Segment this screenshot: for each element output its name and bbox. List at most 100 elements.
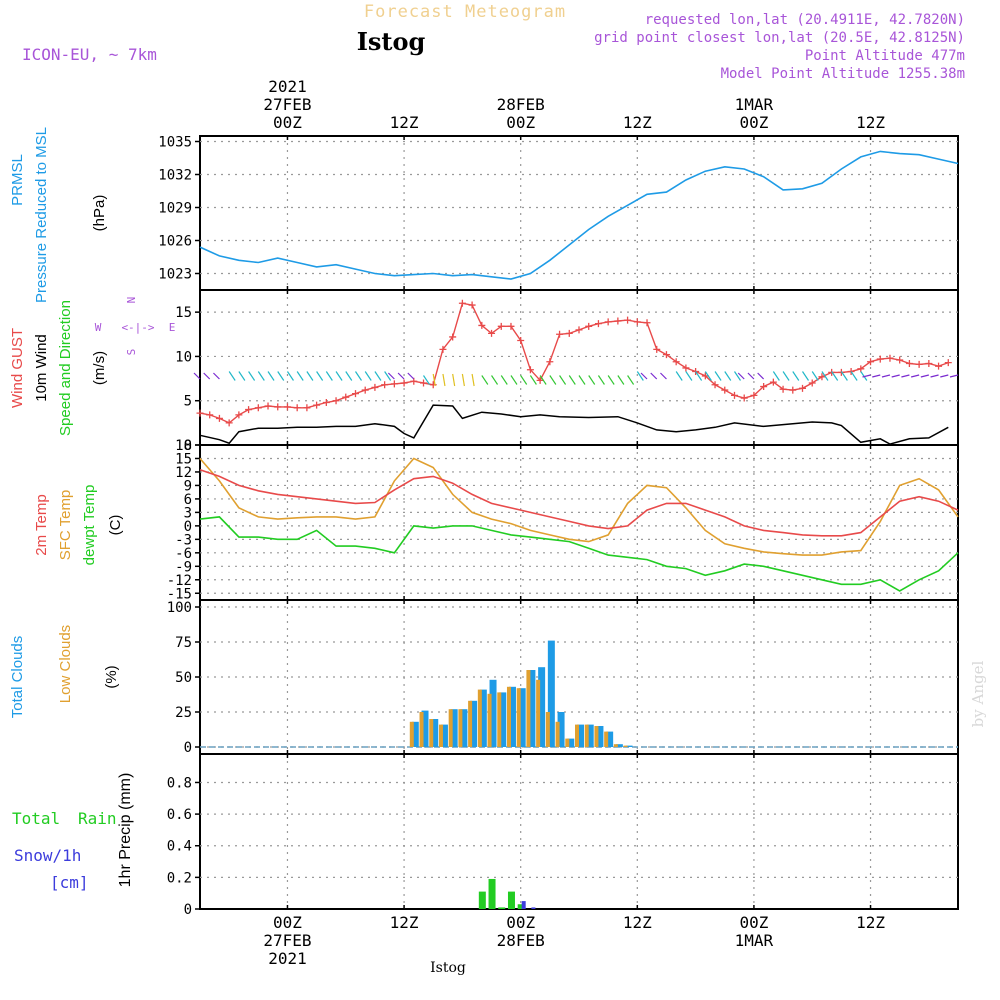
wind-arrow: [607, 375, 615, 385]
gust-label: Wind GUST: [9, 328, 26, 408]
gust-marker: [925, 360, 933, 368]
gust-marker: [624, 316, 632, 324]
wind-arrow: [802, 371, 810, 381]
pressure-ytick-label: 1026: [158, 234, 192, 250]
wind-arrow: [461, 373, 465, 387]
gust-marker: [896, 356, 904, 364]
gust-marker: [439, 345, 447, 353]
wind-arrow: [325, 371, 333, 381]
wind-arrow: [733, 371, 741, 381]
gust-marker: [313, 401, 321, 409]
precip-ytick-label: 0.6: [167, 807, 192, 823]
gust-marker: [526, 366, 534, 374]
wind-arrow: [442, 373, 446, 387]
gust-marker: [769, 378, 777, 386]
low-clouds-bar: [448, 709, 453, 747]
bottom-tick-label: 00Z: [273, 913, 302, 932]
gust-marker: [400, 379, 408, 387]
total-clouds-bar: [586, 724, 594, 747]
pressure-line: [199, 150, 959, 280]
gust-marker: [556, 330, 564, 338]
total-clouds-bar: [489, 679, 497, 747]
low-clouds-bar: [458, 709, 463, 747]
compass-north: N: [125, 297, 138, 304]
top-tick-label: 12Z: [623, 113, 652, 132]
low-clouds-bar: [506, 686, 511, 747]
bottom-year-label: 2021: [268, 949, 307, 968]
gust-marker: [604, 318, 612, 326]
compass-west: W: [95, 321, 102, 334]
gust-marker: [342, 393, 350, 401]
wind-arrow: [660, 372, 667, 380]
wind-ytick-label: 5: [184, 394, 192, 410]
clouds-ytick-label: 75: [175, 635, 192, 651]
wind-arrow: [704, 371, 712, 381]
wind-arrow: [724, 371, 732, 381]
temp-ytick-label: -9: [175, 559, 192, 575]
top-year-label: 2021: [268, 77, 307, 96]
wind-arrow: [539, 375, 547, 385]
bottom-tick-label: 00Z: [739, 913, 768, 932]
gust-marker: [449, 333, 457, 341]
wind-speed-dir-label: Speed and Direction: [57, 300, 74, 436]
wind-arrow: [520, 375, 528, 385]
wind-arrow: [831, 371, 839, 381]
wind-arrow: [578, 375, 586, 385]
point-altitude: Point Altitude 477m: [805, 48, 965, 64]
snow-label: Snow/1h: [14, 846, 81, 865]
bottom-date-label: 27FEB: [263, 931, 311, 950]
wind-arrow: [714, 371, 722, 381]
gust-marker: [488, 329, 496, 337]
bottom-date-label: 1MAR: [735, 931, 774, 950]
gust-marker: [633, 318, 641, 326]
wind-arrow: [757, 372, 765, 380]
wind-arrow: [811, 371, 819, 381]
temp-ytick-label: 6: [184, 492, 192, 508]
gust-marker: [497, 322, 505, 330]
sfc-temp-line: [199, 457, 959, 556]
wind-arrow: [685, 371, 693, 381]
gust-marker: [390, 380, 398, 388]
gust-marker: [740, 394, 748, 402]
wind-arrow: [384, 371, 392, 381]
pressure-unit: (hPa): [91, 195, 108, 232]
wind-arrow: [930, 374, 939, 378]
low-clouds-bar: [516, 688, 521, 747]
low-clouds-label: Low Clouds: [57, 625, 74, 703]
total-clouds-bar: [625, 745, 633, 747]
wind-arrow: [407, 372, 415, 380]
temp-ytick-label: 12: [175, 465, 192, 481]
gust-marker: [672, 358, 680, 366]
gust-marker: [779, 385, 787, 393]
gust-marker: [682, 364, 690, 372]
temp-ytick-label: 18: [175, 438, 192, 454]
total-clouds-bar: [450, 709, 458, 747]
grid-point-coords: grid point closest lon,lat (20.5E, 42.81…: [594, 30, 965, 46]
wind-speed-line: [199, 404, 949, 445]
gust-marker: [536, 376, 544, 384]
gust-marker: [711, 381, 719, 389]
wind-arrow: [374, 371, 382, 381]
top-tick-label: 12Z: [856, 113, 885, 132]
wind-arrow: [471, 373, 475, 387]
wind-arrow: [940, 374, 949, 378]
wind-arrow: [588, 375, 596, 385]
total-clouds-bar: [577, 724, 584, 747]
total-clouds-bar: [440, 724, 448, 747]
gust-marker: [332, 397, 340, 405]
total-clouds-bar: [460, 709, 468, 747]
wind-arrow: [872, 374, 881, 378]
sfc-temp-label: SFC Temp: [57, 490, 74, 561]
low-clouds-bar: [555, 721, 560, 747]
wind-arrow: [747, 372, 755, 380]
compass-east: E: [169, 321, 176, 334]
gust-marker: [575, 326, 583, 334]
clouds-unit: (%): [103, 665, 120, 688]
top-date-label: 27FEB: [263, 95, 311, 114]
gust-marker: [196, 409, 204, 417]
gust-marker: [876, 355, 884, 363]
wind-arrow: [617, 375, 625, 385]
total-clouds-bar: [479, 689, 487, 747]
wind-arrow: [636, 371, 644, 381]
wind-arrow: [248, 371, 256, 381]
